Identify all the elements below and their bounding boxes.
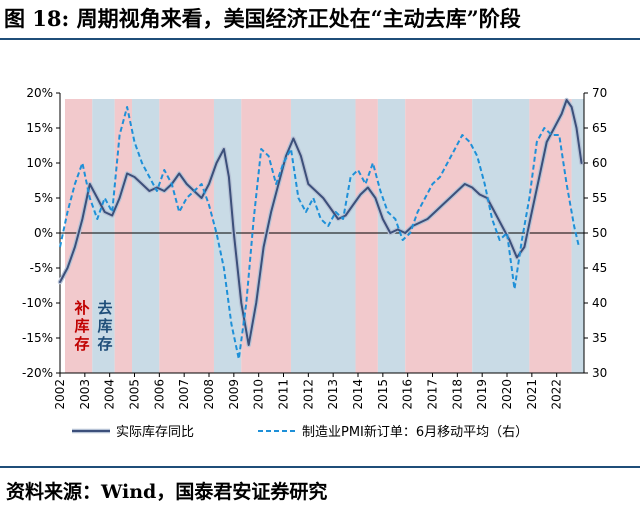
- replenish-phase-band: [114, 99, 133, 373]
- x-tick-label: 2009: [227, 379, 241, 410]
- destock-phase-band: [213, 99, 242, 373]
- x-tick-label: 2010: [252, 379, 266, 410]
- x-tick-label: 2018: [450, 379, 464, 410]
- x-tick-label: 2007: [177, 379, 191, 410]
- x-tick-label: 2021: [525, 379, 539, 410]
- right-tick-label: 70: [592, 86, 607, 100]
- x-tick-label: 2019: [475, 379, 489, 410]
- left-tick-label: -10%: [22, 296, 53, 310]
- x-tick-label: 2002: [53, 379, 67, 410]
- x-tick-label: 2005: [128, 379, 142, 410]
- x-tick-label: 2006: [152, 379, 166, 410]
- right-tick-label: 55: [592, 191, 607, 205]
- left-tick-label: 5%: [34, 191, 53, 205]
- replenish-phase-band: [529, 99, 572, 373]
- destock-label-char: 存: [97, 335, 112, 353]
- destock-phase-band: [290, 99, 356, 373]
- x-tick-label: 2022: [550, 379, 564, 410]
- source-note: 资料来源：Wind，国泰君安证券研究: [6, 481, 328, 503]
- left-tick-label: -20%: [22, 366, 53, 380]
- replenish-phase-band: [355, 99, 378, 373]
- x-tick-label: 2004: [103, 379, 117, 410]
- right-tick-label: 65: [592, 121, 607, 135]
- legend-pmi-label: 制造业PMI新订单：6月移动平均（右）: [302, 424, 528, 440]
- right-tick-label: 40: [592, 296, 607, 310]
- destock-label-char: 去: [97, 299, 112, 317]
- right-tick-label: 45: [592, 261, 607, 275]
- x-tick-label: 2015: [376, 379, 390, 410]
- right-tick-label: 30: [592, 366, 607, 380]
- title-divider: [0, 38, 640, 40]
- tick-labels: -20% -15% -10% -5% 0% 5% 10% 15% 20% 30 35 40 45 50 55…: [22, 86, 607, 410]
- x-tick-label: 2020: [500, 379, 514, 410]
- left-tick-label: 20%: [26, 86, 53, 100]
- left-tick-label: -5%: [30, 261, 53, 275]
- x-tick-label: 2017: [426, 379, 440, 410]
- phase-shading: [64, 99, 584, 373]
- replenish-phase-band: [159, 99, 214, 373]
- x-tick-label: 2014: [351, 379, 365, 410]
- destock-phase-band: [472, 99, 530, 373]
- left-tick-label: 10%: [26, 156, 53, 170]
- x-tick-label: 2011: [277, 379, 291, 410]
- x-tick-label: 2012: [301, 379, 315, 410]
- right-tick-label: 60: [592, 156, 607, 170]
- replenish-label-char: 补: [73, 299, 89, 317]
- x-tick-label: 2003: [78, 379, 92, 410]
- replenish-label-char: 库: [74, 317, 89, 335]
- x-tick-label: 2016: [401, 379, 415, 410]
- destock-phase-band: [132, 99, 160, 373]
- x-tick-label: 2008: [202, 379, 216, 410]
- inventory-yoy-line: [59, 99, 583, 346]
- legend-inventory-label: 实际库存同比: [116, 424, 194, 440]
- destock-label-char: 库: [97, 317, 112, 335]
- figure-title: 图 18: 周期视角来看，美国经济正处在“主动去库”阶段: [4, 6, 521, 31]
- source-divider: [0, 466, 640, 468]
- destock-phase-band: [571, 99, 584, 373]
- right-tick-label: 35: [592, 331, 607, 345]
- right-tick-label: 50: [592, 226, 607, 240]
- left-tick-label: 15%: [26, 121, 53, 135]
- replenish-label-char: 存: [74, 335, 89, 353]
- series: [57, 97, 584, 360]
- legend: 实际库存同比 制造业PMI新订单：6月移动平均（右）: [72, 424, 528, 440]
- left-tick-label: -15%: [22, 331, 53, 345]
- x-tick-label: 2013: [326, 379, 340, 410]
- replenish-phase-band: [405, 99, 473, 373]
- inventory-pmi-chart: -20% -15% -10% -5% 0% 5% 10% 15% 20% 30 35 40 45 50 55…: [22, 86, 607, 440]
- left-tick-label: 0%: [34, 226, 53, 240]
- destock-phase-band: [92, 99, 115, 373]
